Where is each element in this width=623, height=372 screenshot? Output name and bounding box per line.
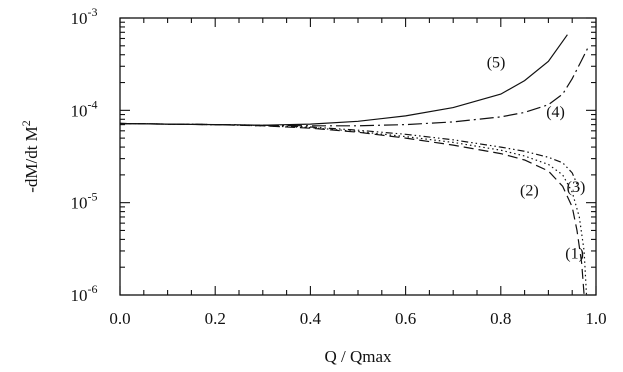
- y-tick-label-base: 10: [71, 194, 88, 213]
- y-tick-label-exp: -4: [88, 97, 98, 111]
- y-tick-label-exp: -5: [88, 190, 98, 204]
- x-tick-label: 0.0: [109, 309, 130, 328]
- series-label-1: (1): [565, 245, 584, 262]
- x-tick-label: 1.0: [585, 309, 606, 328]
- y-tick-label-base: 10: [71, 9, 88, 28]
- y-tick-label-base: 10: [71, 101, 88, 120]
- y-tick-label: 10-5: [71, 190, 98, 213]
- y-tick-label: 10-6: [71, 282, 98, 305]
- x-tick-label: 0.4: [300, 309, 322, 328]
- series-label-4: (4): [546, 104, 565, 121]
- series-line-2: [119, 122, 588, 296]
- x-tick-label: 0.8: [490, 309, 511, 328]
- x-axis-label: Q / Qmax: [324, 347, 392, 366]
- y-tick-label: 10-3: [71, 5, 98, 28]
- y-axis-label: -dM/dt M2: [19, 120, 41, 193]
- y-axis-label-base: -dM/dt M: [22, 126, 41, 193]
- plot-border: [119, 17, 597, 296]
- series-line-4: [119, 45, 590, 127]
- y-axis-label-sup: 2: [19, 120, 33, 126]
- y-tick-label-exp: -3: [88, 5, 98, 19]
- series-line-5: [119, 34, 568, 126]
- y-tick-label-exp: -6: [88, 282, 98, 296]
- y-tick-label: 10-4: [71, 97, 98, 120]
- series-line-1: [119, 122, 585, 296]
- plot-frame: [119, 17, 597, 296]
- series-label-3: (3): [567, 179, 586, 196]
- y-tick-label-base: 10: [71, 286, 88, 305]
- labels-layer: (1) (2) (3) (4) (5): [487, 55, 586, 263]
- series-line-3: [119, 122, 580, 190]
- series-layer: [119, 34, 590, 296]
- x-tick-label: 0.2: [205, 309, 226, 328]
- series-label-5: (5): [487, 55, 506, 72]
- axis-ticks: 0.0 0.2 0.4 0.6 0.8 1.010-310-410-510-6: [71, 5, 607, 328]
- series-label-2: (2): [520, 182, 539, 199]
- x-tick-label: 0.6: [395, 309, 416, 328]
